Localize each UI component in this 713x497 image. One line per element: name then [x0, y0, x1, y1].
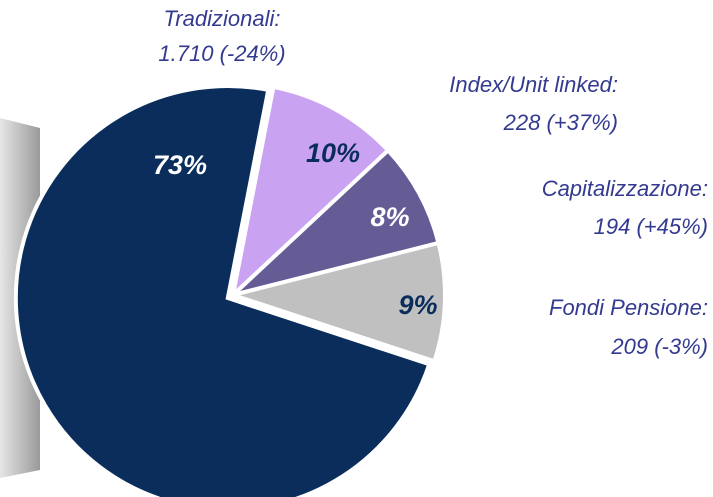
category-detail: 1.710 (-24%)	[158, 41, 285, 66]
slice	[13, 84, 432, 497]
category-detail: 209 (-3%)	[610, 334, 708, 359]
pie	[13, 84, 447, 497]
category-label: Capitalizzazione:	[542, 176, 708, 201]
category-detail: 228 (+37%)	[503, 110, 618, 135]
category-detail: 194 (+45%)	[594, 214, 708, 239]
slice	[225, 240, 447, 364]
percent-label: 73%	[153, 150, 207, 180]
slice	[229, 84, 391, 301]
category-label: Index/Unit linked:	[449, 72, 618, 97]
category-label: Tradizionali:	[164, 6, 281, 31]
slice	[231, 147, 441, 297]
percent-label: 10%	[306, 138, 360, 168]
percent-label: 9%	[398, 290, 437, 320]
percent-label: 8%	[370, 202, 409, 232]
category-label: Fondi Pensione:	[549, 295, 708, 320]
